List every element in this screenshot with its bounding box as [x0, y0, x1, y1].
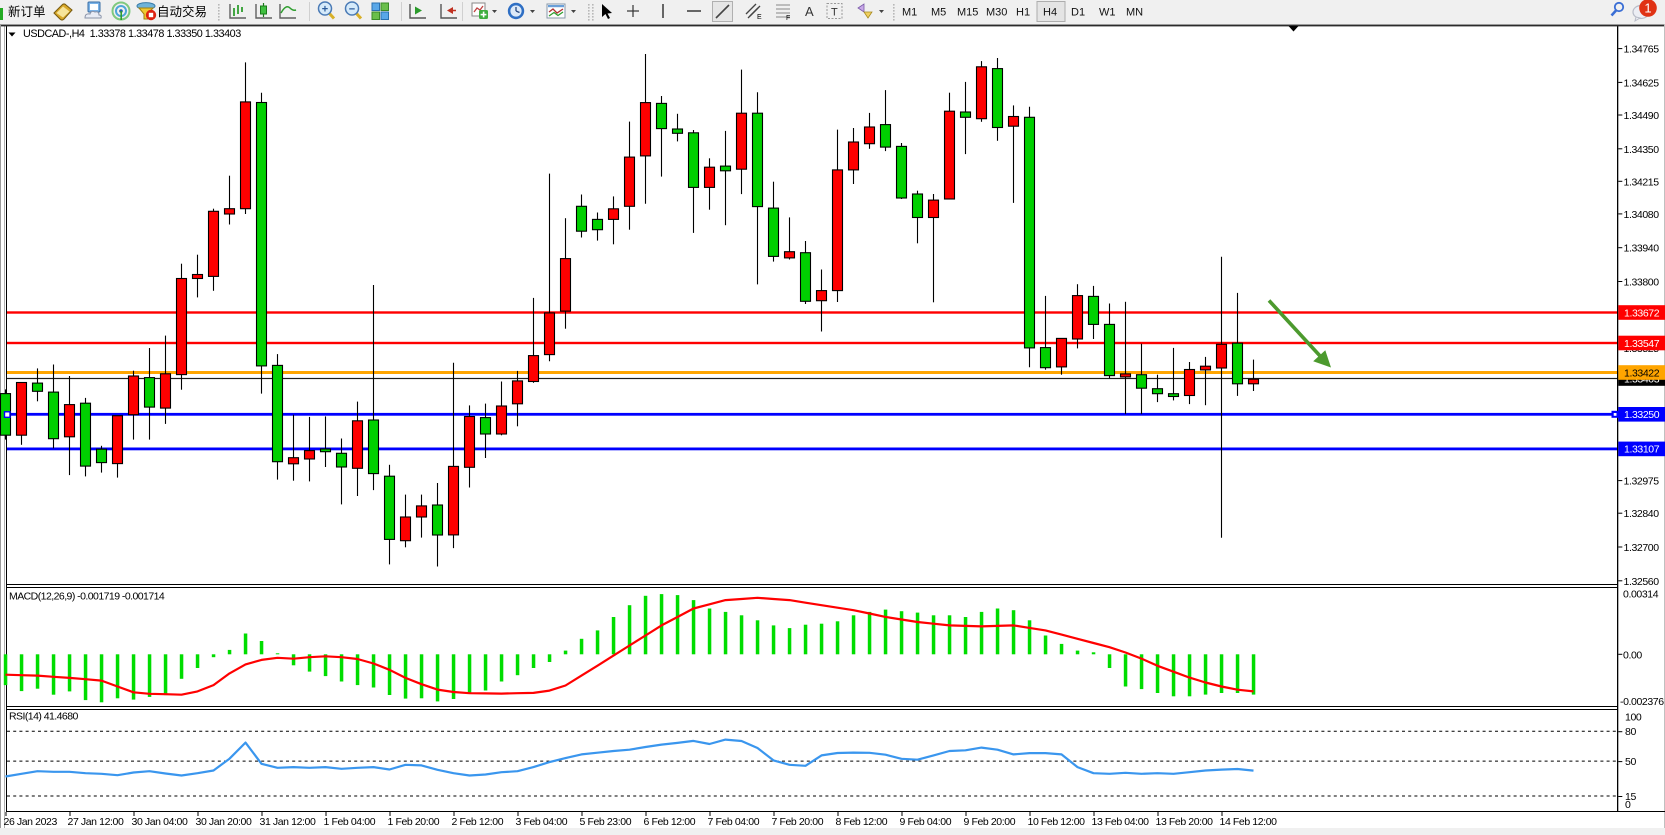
svg-text:1.32840: 1.32840 [1624, 508, 1660, 520]
svg-text:A: A [805, 4, 814, 19]
svg-text:+: + [322, 3, 328, 15]
svg-text:26 Jan 2023: 26 Jan 2023 [4, 816, 58, 828]
svg-text:0.00314: 0.00314 [1623, 589, 1659, 601]
svg-text:1.34350: 1.34350 [1624, 144, 1660, 156]
svg-text:2 Feb 12:00: 2 Feb 12:00 [452, 816, 504, 828]
svg-text:3 Feb 04:00: 3 Feb 04:00 [516, 816, 568, 828]
svg-text:1.34080: 1.34080 [1624, 209, 1660, 221]
svg-text:9 Feb 04:00: 9 Feb 04:00 [900, 816, 952, 828]
svg-text:1.32560: 1.32560 [1624, 576, 1660, 588]
svg-text:自动交易: 自动交易 [157, 4, 207, 19]
svg-text:MN: MN [1126, 7, 1143, 19]
svg-text:−: − [349, 3, 355, 15]
svg-text:14 Feb 12:00: 14 Feb 12:00 [1220, 816, 1278, 828]
svg-text:50: 50 [1625, 756, 1636, 768]
svg-text:H4: H4 [1043, 7, 1057, 19]
svg-text:W1: W1 [1099, 7, 1116, 19]
svg-text:RSI(14) 41.4680: RSI(14) 41.4680 [9, 711, 79, 723]
svg-text:31 Jan 12:00: 31 Jan 12:00 [260, 816, 316, 828]
svg-text:H1: H1 [1016, 7, 1030, 19]
svg-text:13 Feb 04:00: 13 Feb 04:00 [1092, 816, 1150, 828]
svg-text:7 Feb 04:00: 7 Feb 04:00 [708, 816, 760, 828]
svg-text:1.33800: 1.33800 [1624, 277, 1660, 289]
svg-text:T: T [831, 7, 838, 19]
svg-text:1.33940: 1.33940 [1624, 243, 1660, 255]
svg-text:27 Jan 12:00: 27 Jan 12:00 [68, 816, 124, 828]
svg-text:30 Jan 04:00: 30 Jan 04:00 [132, 816, 188, 828]
svg-text:D1: D1 [1071, 7, 1085, 19]
svg-text:1.33672: 1.33672 [1624, 307, 1660, 319]
svg-text:1.32700: 1.32700 [1624, 542, 1660, 554]
svg-text:USDCAD-,H4 1.33378 1.33478 1.: USDCAD-,H4 1.33378 1.33478 1.33350 1.334… [23, 28, 241, 40]
svg-text:E: E [757, 14, 762, 21]
svg-text:9 Feb 20:00: 9 Feb 20:00 [964, 816, 1016, 828]
svg-text:10 Feb 12:00: 10 Feb 12:00 [1028, 816, 1086, 828]
svg-text:80: 80 [1625, 726, 1636, 738]
svg-text:0.00: 0.00 [1623, 649, 1642, 661]
svg-text:1 Feb 04:00: 1 Feb 04:00 [324, 816, 376, 828]
svg-text:M30: M30 [986, 7, 1007, 19]
svg-text:5 Feb 23:00: 5 Feb 23:00 [580, 816, 632, 828]
svg-text:1.34765: 1.34765 [1624, 44, 1660, 56]
svg-text:8 Feb 12:00: 8 Feb 12:00 [836, 816, 888, 828]
svg-text:1.33422: 1.33422 [1624, 367, 1660, 379]
svg-text:1.33107: 1.33107 [1624, 444, 1660, 456]
svg-text:1.33547: 1.33547 [1624, 338, 1660, 350]
svg-text:0: 0 [1625, 799, 1631, 811]
svg-text:1.34490: 1.34490 [1624, 110, 1660, 122]
svg-text:M1: M1 [902, 7, 917, 19]
svg-text:M5: M5 [931, 7, 946, 19]
svg-text:1.33250: 1.33250 [1624, 409, 1660, 421]
svg-text:1: 1 [1644, 1, 1651, 16]
svg-text:-0.002376: -0.002376 [1620, 696, 1664, 708]
svg-text:1.32975: 1.32975 [1624, 476, 1660, 488]
svg-text:新订单: 新订单 [8, 4, 46, 19]
svg-text:M15: M15 [957, 7, 978, 19]
svg-text:30 Jan 20:00: 30 Jan 20:00 [196, 816, 252, 828]
svg-text:F: F [786, 15, 790, 22]
svg-text:MACD(12,26,9) -0.001719 -0.001: MACD(12,26,9) -0.001719 -0.001714 [9, 591, 165, 603]
svg-text:7 Feb 20:00: 7 Feb 20:00 [772, 816, 824, 828]
svg-text:15: 15 [1625, 791, 1636, 803]
svg-text:1.34215: 1.34215 [1624, 176, 1660, 188]
svg-text:1.34625: 1.34625 [1624, 77, 1660, 89]
svg-text:100: 100 [1625, 712, 1642, 724]
svg-text:13 Feb 20:00: 13 Feb 20:00 [1156, 816, 1214, 828]
svg-text:6 Feb 12:00: 6 Feb 12:00 [644, 816, 696, 828]
svg-text:1 Feb 20:00: 1 Feb 20:00 [388, 816, 440, 828]
